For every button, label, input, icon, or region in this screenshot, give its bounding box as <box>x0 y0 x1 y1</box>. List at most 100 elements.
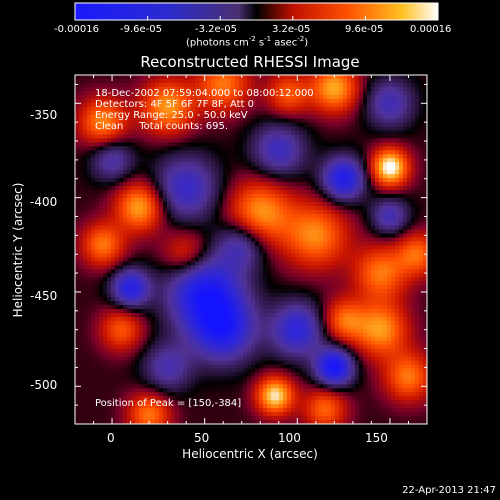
heatmap-cell <box>403 118 408 124</box>
heatmap-cell <box>243 182 248 187</box>
heatmap-cell <box>291 257 296 262</box>
heatmap-cell <box>171 78 176 84</box>
heatmap-cell <box>271 273 276 278</box>
heatmap-cell <box>263 205 268 211</box>
heatmap-cell <box>423 178 427 183</box>
heatmap-cell <box>247 186 252 191</box>
heatmap-cell <box>371 110 376 116</box>
heatmap-cell <box>179 86 184 92</box>
heatmap-cell <box>367 221 372 227</box>
heatmap-cell <box>239 138 244 144</box>
heatmap-cell <box>307 126 312 132</box>
heatmap-cell <box>159 126 164 132</box>
heatmap-cell <box>103 142 108 147</box>
heatmap-cell <box>103 281 108 286</box>
heatmap-cell <box>191 174 196 179</box>
heatmap-cell <box>95 182 100 187</box>
heatmap-cell <box>147 257 152 262</box>
heatmap-cell <box>315 122 320 128</box>
heatmap-cell <box>351 162 356 167</box>
heatmap-cell <box>391 253 396 259</box>
heatmap-cell <box>175 237 180 243</box>
heatmap-cell <box>135 213 140 219</box>
heatmap-cell <box>367 193 372 199</box>
heatmap-cell <box>111 174 116 179</box>
heatmap-cell <box>199 174 204 179</box>
heatmap-cell <box>79 261 84 266</box>
heatmap-cell <box>291 285 296 290</box>
heatmap-cell <box>75 178 80 183</box>
heatmap-cell <box>227 269 232 274</box>
heatmap-cell <box>79 193 84 199</box>
heatmap-cell <box>375 269 380 274</box>
heatmap-cell <box>127 154 132 159</box>
heatmap-cell <box>395 221 400 227</box>
heatmap-cell <box>87 221 92 227</box>
heatmap-cell <box>91 253 96 259</box>
heatmap-cell <box>191 102 196 108</box>
heatmap-cell <box>219 221 224 227</box>
heatmap-cell <box>159 122 164 128</box>
heatmap-cell <box>215 277 220 282</box>
heatmap-cell <box>231 289 236 294</box>
heatmap-cell <box>95 186 100 191</box>
heatmap-cell <box>355 182 360 187</box>
heatmap-cell <box>319 102 324 108</box>
heatmap-cell <box>303 205 308 211</box>
heatmap-cell <box>283 193 288 199</box>
heatmap-cell <box>287 154 292 159</box>
heatmap-cell <box>135 245 140 251</box>
heatmap-cell <box>79 78 84 84</box>
heatmap-cell <box>219 110 224 116</box>
heatmap-cell <box>327 217 332 223</box>
heatmap-cell <box>371 229 376 235</box>
heatmap-cell <box>223 158 228 163</box>
heatmap-cell <box>151 182 156 187</box>
heatmap-cell <box>87 182 92 187</box>
heatmap-cell <box>187 285 192 290</box>
heatmap-cell <box>291 150 296 155</box>
heatmap-cell <box>83 182 88 187</box>
heatmap-cell <box>151 186 156 191</box>
heatmap-cell <box>215 209 220 215</box>
heatmap-cell <box>315 114 320 120</box>
heatmap-cell <box>79 257 84 262</box>
heatmap-cell <box>119 241 124 247</box>
heatmap-cell <box>107 201 112 207</box>
heatmap-cell <box>395 205 400 211</box>
heatmap-cell <box>339 197 344 203</box>
heatmap-cell <box>403 174 408 179</box>
heatmap-cell <box>195 142 200 147</box>
heatmap-cell <box>211 241 216 247</box>
heatmap-cell <box>271 213 276 219</box>
heatmap-cell <box>323 193 328 199</box>
heatmap-cell <box>371 249 376 255</box>
heatmap-cell <box>91 78 96 84</box>
heatmap-cell <box>271 257 276 262</box>
heatmap-cell <box>171 102 176 108</box>
heatmap-cell <box>127 273 132 278</box>
heatmap-cell <box>343 269 348 274</box>
heatmap-cell <box>135 182 140 187</box>
heatmap-cell <box>219 86 224 92</box>
heatmap-cell <box>135 193 140 199</box>
heatmap-cell <box>379 289 384 294</box>
heatmap-cell <box>119 146 124 151</box>
heatmap-cell <box>119 186 124 191</box>
heatmap-cell <box>319 86 324 92</box>
heatmap-cell <box>247 126 252 132</box>
heatmap-cell <box>295 114 300 120</box>
heatmap-cell <box>275 106 280 112</box>
heatmap-cell <box>119 205 124 211</box>
heatmap-cell <box>347 150 352 155</box>
heatmap-cell <box>223 102 228 108</box>
heatmap-cell <box>279 150 284 155</box>
heatmap-cell <box>331 277 336 282</box>
heatmap-cell <box>395 90 400 96</box>
heatmap-cell <box>151 253 156 259</box>
heatmap-cell <box>415 150 420 155</box>
heatmap-cell <box>419 281 424 286</box>
heatmap-cell <box>235 245 240 251</box>
heatmap-cell <box>263 86 268 92</box>
heatmap-cell <box>283 122 288 128</box>
